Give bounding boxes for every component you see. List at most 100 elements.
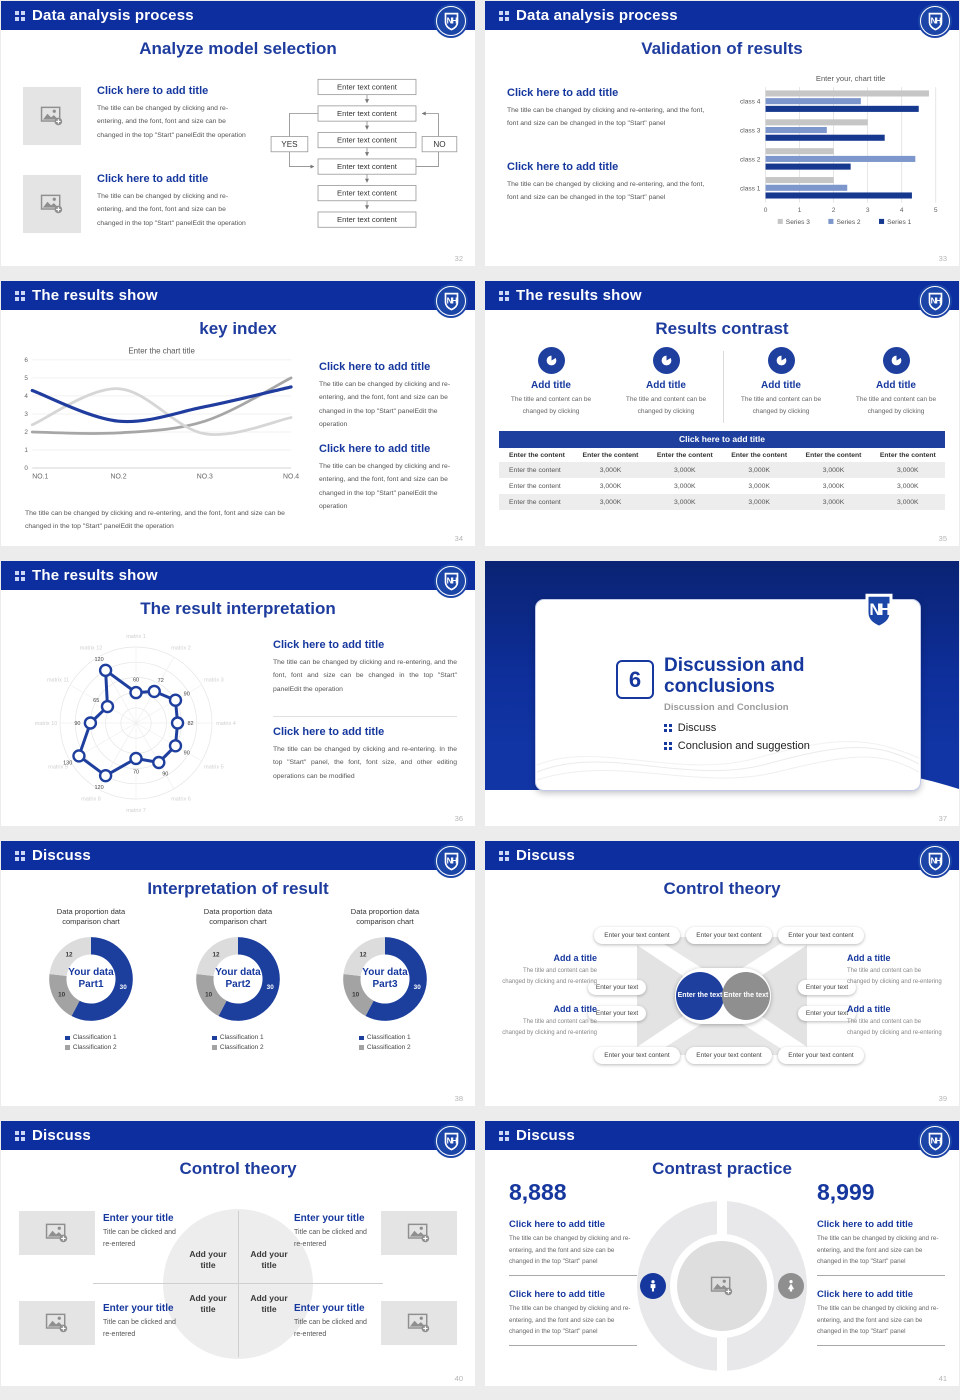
text-pill[interactable]: Enter your text — [798, 1006, 856, 1021]
slide-32[interactable]: Data analysis process NH Analyze model s… — [1, 1, 475, 266]
quadrant-label[interactable]: Add your title — [189, 1293, 227, 1315]
center-circle-gray[interactable]: Enter the text — [722, 972, 770, 1020]
side-block[interactable]: Add a title The title and content can be… — [501, 953, 597, 988]
table-title-band[interactable]: Click here to add title — [499, 431, 945, 448]
block-title: Click here to add title — [97, 85, 209, 97]
text-block[interactable]: Click here to add title The title can be… — [97, 173, 249, 230]
svg-text:90: 90 — [184, 750, 190, 756]
donut-group[interactable]: Data proportion data comparison chart 30… — [186, 907, 290, 1055]
donut-center-label: Your data Part2 — [215, 967, 261, 990]
svg-text:Series 3: Series 3 — [786, 219, 810, 226]
corner-title: Enter your title — [294, 1303, 365, 1314]
svg-text:Series 2: Series 2 — [836, 219, 860, 226]
image-placeholder[interactable] — [19, 1211, 95, 1255]
stat-number-left: 8,888 — [509, 1179, 567, 1205]
side-body: The title and content can be changed by … — [847, 968, 942, 986]
slide-40[interactable]: Discuss NH Control theory Add your title… — [1, 1121, 475, 1386]
image-placeholder[interactable] — [381, 1301, 457, 1345]
corner-block[interactable]: Enter your title Title can be clicked an… — [103, 1303, 185, 1341]
corner-block[interactable]: Enter your title Title can be clicked an… — [294, 1303, 376, 1341]
svg-text:130: 130 — [63, 760, 72, 766]
slide-37[interactable]: NH 6 Discussion and conclusions Discussi… — [485, 561, 959, 826]
stat-number-right: 8,999 — [817, 1179, 875, 1205]
image-placeholder[interactable] — [23, 87, 81, 145]
side-block[interactable]: Add a title The title and content can be… — [847, 953, 943, 988]
feature-item[interactable]: Add title The title and content can be c… — [616, 347, 716, 419]
text-block[interactable]: Click here to add title The title can be… — [507, 161, 707, 205]
image-placeholder[interactable] — [677, 1241, 767, 1331]
section-bullet[interactable]: Discuss — [664, 722, 716, 734]
slide-39[interactable]: Discuss NH Control theory Enter your tex… — [485, 841, 959, 1106]
page-number: 33 — [938, 254, 947, 263]
center-circle-blue[interactable]: Enter the text — [676, 972, 724, 1020]
text-block[interactable]: Click here to add title The title can be… — [509, 1219, 637, 1276]
slide-36[interactable]: The results show NH The result interpret… — [1, 561, 475, 826]
block-body: The title can be changed by clicking and… — [509, 1305, 631, 1336]
flow-box-label[interactable]: Enter text content — [337, 215, 398, 224]
slide-38[interactable]: Discuss NH Interpretation of result Data… — [1, 841, 475, 1106]
donut-group[interactable]: Data proportion data comparison chart 30… — [39, 907, 143, 1055]
slide-title: Analyze model selection — [139, 39, 337, 58]
image-placeholder[interactable] — [381, 1211, 457, 1255]
donut-group[interactable]: Data proportion data comparison chart 30… — [333, 907, 437, 1055]
slide-33[interactable]: Data analysis process NH Validation of r… — [485, 1, 959, 266]
feature-item[interactable]: Add title The title and content can be c… — [731, 347, 831, 419]
block-title: Click here to add title — [273, 726, 385, 738]
add-image-icon — [40, 106, 64, 126]
side-block[interactable]: Add a title The title and content can be… — [847, 1004, 943, 1039]
text-block[interactable]: Click here to add title The title can be… — [319, 443, 461, 513]
page-number: 34 — [454, 534, 463, 543]
text-block[interactable]: Click here to add title The title can be… — [273, 639, 457, 696]
feature-item[interactable]: Add title The title and content can be c… — [501, 347, 601, 419]
text-pill[interactable]: Enter your text content — [686, 927, 772, 944]
slide-41[interactable]: Discuss NH Contrast practice 8,888 Click… — [485, 1121, 959, 1386]
image-placeholder[interactable] — [23, 175, 81, 233]
chart-caption: The title can be changed by clicking and… — [25, 510, 285, 531]
text-pill[interactable]: Enter your text content — [778, 1047, 864, 1064]
corner-block[interactable]: Enter your title Title can be clicked an… — [103, 1213, 185, 1251]
legend: Classification 1 Classification 2 — [65, 1033, 117, 1053]
text-block[interactable]: Click here to add title The title can be… — [319, 361, 461, 431]
university-logo: NH — [434, 1124, 468, 1158]
text-block[interactable]: Click here to add title The title can be… — [817, 1289, 945, 1346]
flow-box-label[interactable]: Enter text content — [337, 83, 398, 92]
legend-swatch — [359, 1045, 364, 1050]
text-pill[interactable]: Enter your text content — [778, 927, 864, 944]
shield-icon: NH — [444, 12, 458, 31]
text-pill[interactable]: Enter your text — [798, 980, 856, 995]
svg-text:10: 10 — [205, 992, 213, 999]
text-block[interactable]: Click here to add title The title can be… — [507, 87, 707, 131]
bar-chart: Enter your, chart title 0 1 2 3 4 5 class 4 clas… — [740, 74, 938, 226]
text-block[interactable]: Click here to add title The title can be… — [817, 1219, 945, 1276]
corner-title: Enter your title — [294, 1213, 365, 1224]
feature-item[interactable]: Add title The title and content can be c… — [846, 347, 946, 419]
text-pill[interactable]: Enter your text — [588, 1006, 646, 1021]
slide-34[interactable]: The results show NH key index Enter the … — [1, 281, 475, 546]
text-pill[interactable]: Enter your text content — [686, 1047, 772, 1064]
quadrant-label[interactable]: Add your title — [250, 1249, 288, 1271]
text-pill[interactable]: Enter your text content — [594, 1047, 680, 1064]
text-block[interactable]: Click here to add title The title can be… — [97, 85, 249, 142]
svg-text:matrix 4: matrix 4 — [216, 721, 236, 727]
section-bullet[interactable]: Conclusion and suggestion — [664, 740, 810, 752]
results-table[interactable]: Enter the content Enter the content Enter … — [499, 448, 945, 510]
side-block[interactable]: Add a title The title and content can be… — [501, 1004, 597, 1039]
slide-header-bar: Discuss — [485, 1121, 959, 1150]
flow-box-label[interactable]: Enter text content — [337, 189, 398, 198]
bullet-icon — [664, 742, 672, 750]
svg-text:3: 3 — [866, 207, 870, 214]
text-pill[interactable]: Enter your text — [588, 980, 646, 995]
image-placeholder[interactable] — [19, 1301, 95, 1345]
corner-block[interactable]: Enter your title Title can be clicked an… — [294, 1213, 376, 1251]
quadrant-label[interactable]: Add your title — [250, 1293, 288, 1315]
slide-35[interactable]: The results show NH Results contrast Add… — [485, 281, 959, 546]
pie-icon — [537, 347, 565, 374]
flow-box-label[interactable]: Enter text content — [337, 136, 398, 145]
text-pill[interactable]: Enter your text content — [594, 927, 680, 944]
flow-box-label[interactable]: Enter text content — [337, 162, 398, 171]
text-block[interactable]: Click here to add title The title can be… — [273, 726, 457, 783]
flow-box-label[interactable]: Enter text content — [337, 109, 398, 118]
quadrant-label[interactable]: Add your title — [189, 1249, 227, 1271]
text-block[interactable]: Click here to add title The title can be… — [509, 1289, 637, 1346]
svg-text:2: 2 — [24, 429, 28, 436]
